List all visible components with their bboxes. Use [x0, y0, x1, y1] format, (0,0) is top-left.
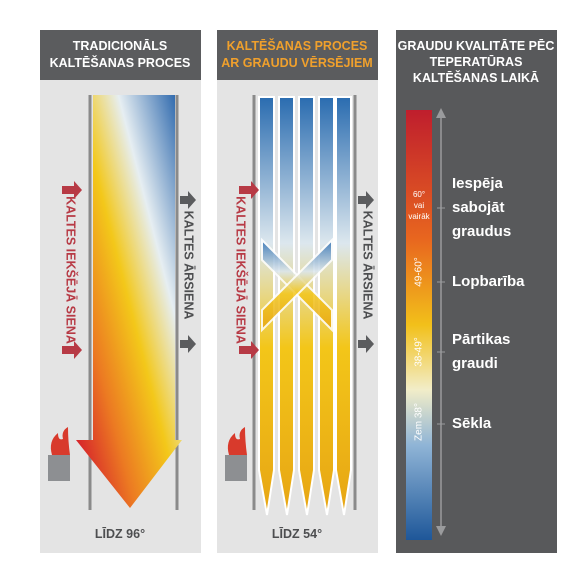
quality-label: graudus — [452, 223, 511, 240]
scale-label: vairāk — [408, 212, 430, 221]
inner-wall: KALTES IEKŠĒJĀ SIENA — [64, 196, 79, 344]
burner-icon — [225, 427, 247, 481]
scale-ticks — [437, 207, 445, 425]
title: KALTĒŠANAS LAIKĀ — [413, 70, 539, 85]
burner-icon — [48, 427, 70, 481]
panel-header — [217, 30, 378, 80]
title: TEPERATŪRAS — [430, 55, 523, 69]
outer-wall: KALTES ĀRSIENA — [182, 211, 196, 320]
title: KALTĒŠANAS PROCES — [50, 55, 191, 70]
panel-traditional: TRADICIONĀLS KALTĒŠANAS PROCES KALTES IE… — [40, 30, 201, 553]
quality-label: Lopbarība — [452, 273, 525, 290]
scale-label: Zem 38° — [414, 403, 425, 441]
bottom-temp: LĪDZ 54° — [272, 527, 322, 541]
scale-label: vai — [414, 201, 424, 210]
inner-wall: KALTES IEKŠĒJĀ SIENA — [234, 196, 249, 344]
title: GRAUDU KVALITĀTE PĒC — [398, 39, 555, 53]
quality-label: graudi — [452, 355, 498, 372]
scale-label: 60° — [413, 190, 425, 199]
quality-label: Iespēja — [452, 175, 504, 192]
quality-label: Pārtikas — [452, 331, 510, 348]
quality-label: Sēkla — [452, 415, 492, 432]
scale-label: 38-49° — [414, 337, 425, 367]
title: KALTĒŠANAS PROCES — [227, 38, 368, 53]
title: AR GRAUDU VĒRSĒJIEM — [221, 56, 372, 70]
bottom-temp: LĪDZ 96° — [95, 527, 145, 541]
panel-quality: GRAUDU KVALITĀTE PĒC TEPERATŪRAS KALTĒŠA… — [396, 30, 557, 553]
outer-wall: KALTES ĀRSIENA — [361, 211, 375, 320]
quality-label: sabojāt — [452, 199, 505, 216]
scale-label: 49-60° — [414, 257, 425, 287]
rotator-tubes — [258, 96, 352, 516]
heat-arrow — [76, 95, 182, 508]
temperature-bar — [406, 110, 432, 540]
title: TRADICIONĀLS — [73, 39, 167, 53]
panel-rotators: KALTĒŠANAS PROCES AR GRAUDU VĒRSĒJIEM KA… — [217, 30, 378, 553]
panel-header — [40, 30, 201, 80]
